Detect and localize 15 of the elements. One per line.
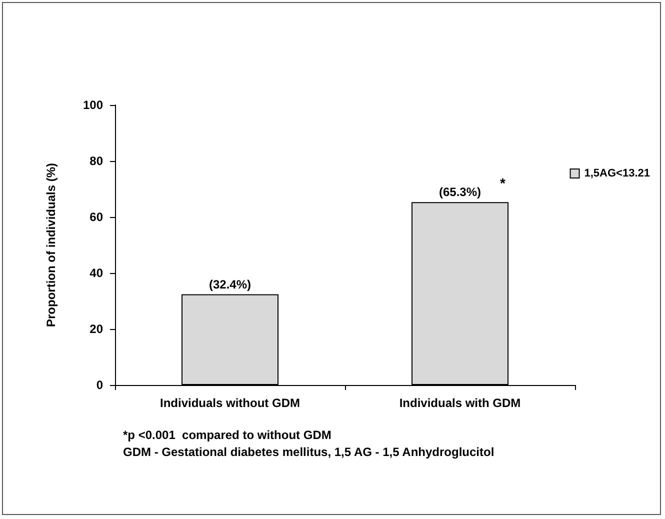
legend-label: 1,5AG<13.21 xyxy=(584,168,650,180)
text: *p <0.001 compared to without GDM xyxy=(123,428,332,442)
y-tick-label: 80 xyxy=(90,154,104,168)
y-tick-label: 20 xyxy=(90,322,104,336)
y-tick-label: 60 xyxy=(90,210,104,224)
y-axis-title: Proportion of individuals (%) xyxy=(44,163,58,327)
text: GDM - Gestational diabetes mellitus, 1,5 AG - 1,5 Anhydroglucitol xyxy=(123,445,494,459)
x-tick-label: Individuals without GDM xyxy=(160,396,300,410)
data-label: (65.3%) xyxy=(438,185,482,200)
annotation: * xyxy=(500,175,506,192)
y-tick-label: 100 xyxy=(82,98,104,112)
data-label: (32.4%) xyxy=(208,277,252,292)
x-tick-label: Individuals with GDM xyxy=(399,396,521,410)
y-tick-label: 40 xyxy=(90,266,104,280)
y-tick-label: 0 xyxy=(96,378,104,392)
